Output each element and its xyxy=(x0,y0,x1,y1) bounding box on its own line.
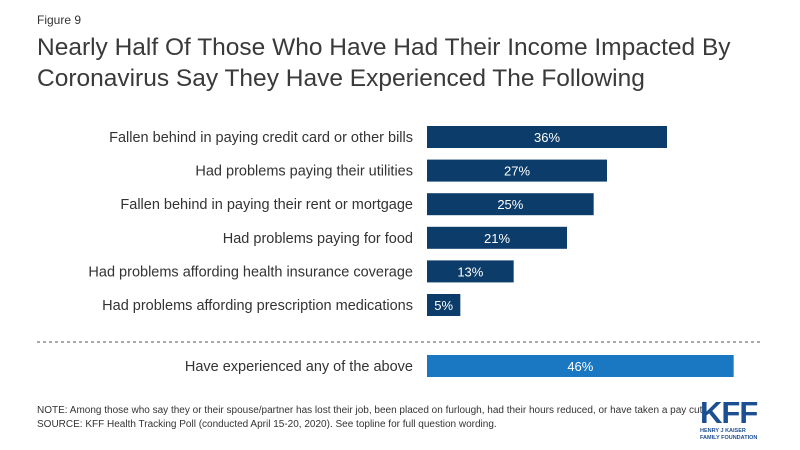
logo-line-2: FAMILY FOUNDATION xyxy=(700,434,758,441)
bar-value-label: 5% xyxy=(434,298,453,313)
summary-value-label: 46% xyxy=(567,359,593,374)
summary-bar xyxy=(427,355,734,377)
category-label: Fallen behind in paying credit card or o… xyxy=(109,130,413,146)
bar-value-label: 25% xyxy=(497,197,523,212)
category-label: Had problems paying their utilities xyxy=(195,164,413,180)
category-label: Had problems affording prescription medi… xyxy=(102,298,413,314)
chart-bars: Fallen behind in paying credit card or o… xyxy=(88,126,667,316)
figure-label: Figure 9 xyxy=(37,13,82,27)
bar xyxy=(427,294,461,316)
bar xyxy=(427,159,607,182)
bar xyxy=(427,126,667,148)
bar xyxy=(427,193,594,216)
category-label: Fallen behind in paying their rent or mo… xyxy=(120,197,413,213)
bar-value-label: 27% xyxy=(504,164,530,179)
chart-summary: Have experienced any of the above 46% xyxy=(185,355,734,377)
bar xyxy=(427,260,514,283)
kff-logo: KFF HENRY J KAISER FAMILY FOUNDATION xyxy=(700,395,770,441)
source-text: SOURCE: KFF Health Tracking Poll (conduc… xyxy=(37,418,497,430)
bar-value-label: 36% xyxy=(534,130,560,145)
logo-line-1: HENRY J KAISER xyxy=(700,428,746,434)
summary-category-label: Have experienced any of the above xyxy=(185,359,413,375)
bar-value-label: 13% xyxy=(457,264,483,279)
bar xyxy=(427,226,567,249)
category-label: Had problems paying for food xyxy=(223,231,413,247)
logo-mark: KFF xyxy=(700,395,758,430)
bar-value-label: 21% xyxy=(484,231,510,246)
chart-title: Nearly Half Of Those Who Have Had Their … xyxy=(37,34,731,92)
note-text: NOTE: Among those who say they or their … xyxy=(37,405,706,416)
category-label: Had problems affording health insurance … xyxy=(88,264,413,280)
footnote: NOTE: Among those who say they or their … xyxy=(37,404,727,431)
